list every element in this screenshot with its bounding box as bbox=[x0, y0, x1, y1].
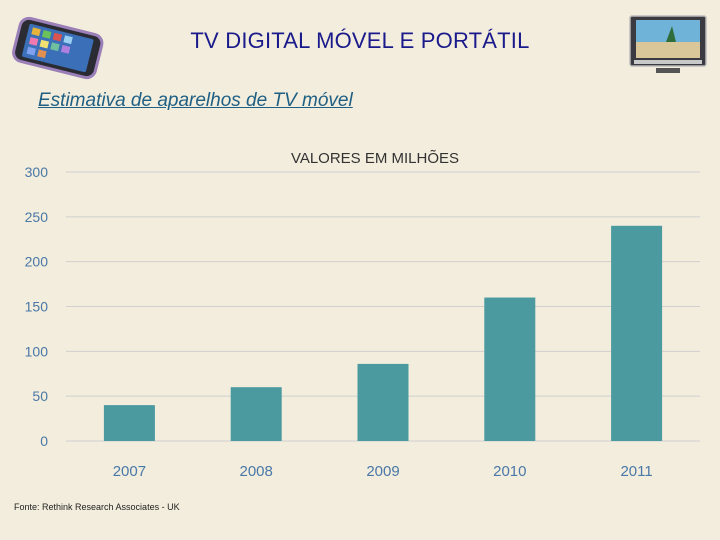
source-note: Fonte: Rethink Research Associates - UK bbox=[14, 502, 180, 512]
x-tick-label: 2010 bbox=[493, 463, 526, 480]
y-tick-label: 150 bbox=[25, 299, 49, 315]
x-tick-label: 2007 bbox=[113, 463, 146, 480]
slide-subtitle: Estimativa de aparelhos de TV móvel bbox=[38, 90, 353, 111]
television-icon bbox=[629, 15, 707, 73]
bar-2007 bbox=[103, 405, 155, 441]
bar-2011 bbox=[611, 225, 663, 441]
bar-chart: VALORES EM MILHÕES 0 50 100 150 200 250 300 20… bbox=[25, 150, 700, 480]
y-axis-ticks: 0 50 100 150 200 250 300 bbox=[25, 164, 49, 449]
x-axis-ticks: 2007 2008 2009 2010 2011 bbox=[113, 463, 653, 480]
y-tick-label: 300 bbox=[25, 164, 49, 180]
bar-2008 bbox=[230, 387, 282, 441]
chart-bars bbox=[103, 225, 663, 441]
y-tick-label: 100 bbox=[25, 343, 49, 359]
slide-title: TV DIGITAL MÓVEL E PORTÁTIL bbox=[190, 28, 530, 53]
smartphone-icon bbox=[12, 16, 104, 80]
x-tick-label: 2011 bbox=[620, 463, 652, 480]
x-tick-label: 2009 bbox=[366, 463, 399, 480]
chart-title: VALORES EM MILHÕES bbox=[291, 150, 459, 167]
y-tick-label: 50 bbox=[32, 388, 48, 404]
y-tick-label: 200 bbox=[25, 254, 49, 270]
y-tick-label: 250 bbox=[25, 209, 49, 225]
x-tick-label: 2008 bbox=[240, 463, 273, 480]
bar-2009 bbox=[357, 363, 409, 441]
y-tick-label: 0 bbox=[40, 433, 48, 449]
bar-2010 bbox=[484, 297, 536, 441]
